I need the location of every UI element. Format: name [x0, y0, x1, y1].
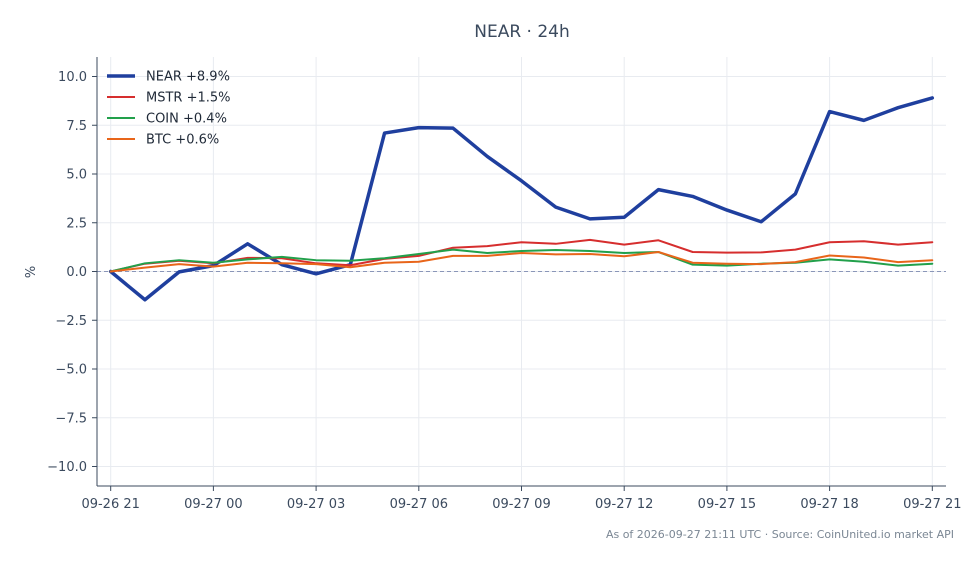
x-tick-label: 09-27 09 — [492, 497, 550, 512]
y-tick-label: 7.5 — [66, 119, 87, 134]
x-tick-label: 09-27 03 — [287, 497, 345, 512]
y-tick-label: 10.0 — [58, 70, 87, 85]
x-tick-label: 09-27 00 — [184, 497, 242, 512]
y-axis-label: % — [24, 266, 39, 278]
legend-label: MSTR +1.5% — [146, 91, 231, 106]
x-tick-label: 09-27 12 — [595, 497, 653, 512]
legend-label: BTC +0.6% — [146, 133, 219, 148]
x-axis-ticks: 09-26 21 09-27 00 09-27 03 09-27 06 09-27 09… — [81, 486, 962, 512]
y-tick-label: 0.0 — [66, 265, 87, 280]
footer-source: As of 2026-09-27 21:11 UTC · Source: Coi… — [606, 528, 954, 541]
y-tick-label: −2.5 — [55, 314, 87, 329]
legend-label: NEAR +8.9% — [146, 70, 230, 85]
series-line-near — [108, 96, 935, 302]
x-tick-label: 09-26 21 — [81, 497, 139, 512]
series-group — [108, 96, 935, 302]
x-tick-label: 09-27 15 — [698, 497, 756, 512]
x-tick-label: 09-27 06 — [390, 497, 448, 512]
x-tick-label: 09-27 21 — [903, 497, 961, 512]
y-tick-label: −10.0 — [47, 460, 87, 475]
x-tick-label: 09-27 18 — [800, 497, 858, 512]
series-line-mstr — [109, 238, 934, 273]
y-tick-label: −5.0 — [55, 363, 87, 378]
y-tick-label: 2.5 — [66, 216, 87, 231]
chart-title: NEAR · 24h — [474, 22, 570, 42]
legend-label: COIN +0.4% — [146, 112, 227, 127]
y-tick-label: −7.5 — [55, 411, 87, 426]
y-axis-ticks: −10.0 −7.5 −5.0 −2.5 0.0 2.5 5.0 7.5 10.0 — [47, 70, 97, 475]
y-tick-label: 5.0 — [66, 168, 87, 183]
series-line-btc — [109, 251, 934, 273]
legend: NEAR +8.9% MSTR +1.5% COIN +0.4% BTC +0.6% — [107, 70, 231, 148]
